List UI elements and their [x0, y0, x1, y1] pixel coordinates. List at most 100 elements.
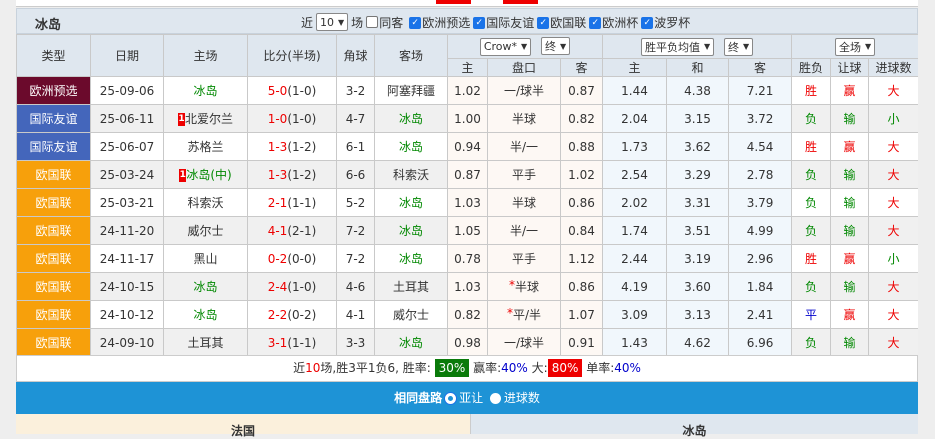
score[interactable]: 2-1(1-1) [247, 188, 337, 217]
corner: 6-6 [336, 160, 375, 189]
away-win-odds: 1.84 [728, 272, 793, 301]
score[interactable]: 3-1(1-1) [247, 328, 337, 357]
result-handicap: 输 [830, 188, 870, 217]
same-away-checkbox[interactable] [366, 16, 379, 28]
league-checkbox[interactable]: ✓ [473, 17, 486, 29]
result-wdl: 负 [791, 216, 832, 245]
home-team-name: 威尔士 [187, 224, 224, 238]
odd-label: 单率: [586, 361, 615, 375]
match-type[interactable]: 国际友谊 [16, 132, 91, 161]
result-handicap: 输 [830, 272, 870, 301]
match-date: 25-09-06 [90, 76, 164, 105]
match-type[interactable]: 欧国联 [16, 272, 91, 301]
match-type[interactable]: 欧国联 [16, 244, 91, 273]
away-team[interactable]: 冰岛 [374, 328, 448, 357]
home-team[interactable]: 1冰岛(中) [163, 160, 248, 189]
final-select-1[interactable]: 终 ▼ [541, 37, 571, 56]
match-type[interactable]: 欧国联 [16, 300, 91, 329]
draw-odds: 3.31 [666, 188, 730, 217]
radio-handicap[interactable] [445, 393, 457, 404]
away-team[interactable]: 土耳其 [374, 272, 448, 301]
chevron-down-icon: ▼ [521, 42, 528, 52]
count-select[interactable]: 10 ▼ [316, 13, 349, 31]
result-goals: 大 [868, 300, 920, 329]
ah-home-odds: 0.98 [447, 328, 488, 357]
radio-goals[interactable] [489, 393, 501, 404]
match-type[interactable]: 欧国联 [16, 216, 91, 245]
match-type[interactable]: 欧国联 [16, 160, 91, 189]
handicap-line: *平/半 [506, 306, 541, 323]
company-select[interactable]: Crow* ▼ [479, 37, 532, 56]
away-team[interactable]: 科索沃 [374, 160, 448, 189]
radio-handicap-label: 亚让 [459, 391, 484, 405]
score[interactable]: 1-0(1-0) [247, 104, 337, 133]
away-team[interactable]: 冰岛 [374, 216, 448, 245]
scope-value: 全场 [838, 40, 861, 54]
result-wdl: 胜 [791, 132, 832, 161]
home-win-odds: 2.54 [602, 160, 668, 189]
away-team[interactable]: 阿塞拜疆 [374, 76, 448, 105]
score[interactable]: 2-2(0-2) [247, 300, 337, 329]
handicap-line-cell: 一/球半 [487, 76, 561, 105]
away-team[interactable]: 冰岛 [374, 104, 448, 133]
home-team[interactable]: 黑山 [163, 244, 248, 273]
score[interactable]: 1-3(1-2) [247, 160, 337, 189]
ah-away-odds: 1.07 [559, 300, 604, 329]
red-card-badge: 1 [177, 113, 185, 126]
match-type[interactable]: 欧国联 [16, 188, 91, 217]
away-team[interactable]: 冰岛 [374, 244, 448, 273]
score[interactable]: 4-1(2-1) [247, 216, 337, 245]
league-checkbox[interactable]: ✓ [641, 17, 654, 29]
result-wdl: 负 [791, 104, 832, 133]
games-label: 场 [351, 15, 364, 30]
away-team[interactable]: 冰岛 [374, 188, 448, 217]
header-away: 客场 [374, 34, 448, 77]
league-checkbox[interactable]: ✓ [589, 17, 602, 29]
handicap-line-cell: 一/球半 [487, 328, 561, 357]
away-win-odds: 6.96 [728, 328, 793, 357]
table-row: 欧国联 24-09-10 土耳其 3-1(1-1) 3-3 冰岛 0.98 一/… [16, 328, 920, 357]
result-goals: 大 [868, 188, 920, 217]
home-team[interactable]: 1北爱尔兰 [163, 104, 248, 133]
corner: 6-1 [336, 132, 375, 161]
home-team-name: 土耳其 [187, 336, 224, 350]
league-checkbox[interactable]: ✓ [537, 17, 550, 29]
home-team[interactable]: 冰岛 [163, 76, 248, 105]
match-date: 24-11-17 [90, 244, 164, 273]
handicap-line: 一/球半 [503, 84, 545, 98]
score[interactable]: 1-3(1-2) [247, 132, 337, 161]
match-type[interactable]: 国际友谊 [16, 104, 91, 133]
corner: 4-1 [336, 300, 375, 329]
half-score: (1-0) [287, 111, 317, 126]
odds-type-select[interactable]: 胜平负均值 ▼ [640, 37, 715, 56]
ah-away-odds: 0.84 [559, 216, 604, 245]
left-team-header: 法国 [16, 414, 471, 438]
league-checkbox[interactable]: ✓ [409, 17, 422, 29]
home-win-odds: 1.74 [602, 216, 668, 245]
home-team[interactable]: 冰岛 [163, 272, 248, 301]
home-team[interactable]: 威尔士 [163, 216, 248, 245]
header-handicap: Crow* ▼ 终 ▼ [446, 34, 604, 59]
match-type[interactable]: 欧洲预选 [16, 76, 91, 105]
match-type[interactable]: 欧国联 [16, 328, 91, 357]
away-team[interactable]: 威尔士 [374, 300, 448, 329]
score[interactable]: 2-4(1-0) [247, 272, 337, 301]
final-select-2[interactable]: 终 ▼ [723, 37, 754, 56]
draw-odds: 4.62 [666, 328, 730, 357]
draw-odds: 3.60 [666, 272, 730, 301]
score[interactable]: 0-2(0-0) [247, 244, 337, 273]
home-team[interactable]: 科索沃 [163, 188, 248, 217]
big-label: 大: [531, 361, 548, 375]
right-team-header: 冰岛 [471, 414, 918, 438]
scope-select[interactable]: 全场 ▼ [834, 37, 876, 56]
ah-away-odds: 1.02 [559, 160, 604, 189]
full-score: 1-0 [267, 111, 288, 126]
score[interactable]: 5-0(1-0) [247, 76, 337, 105]
match-date: 25-03-21 [90, 188, 164, 217]
away-team[interactable]: 冰岛 [374, 132, 448, 161]
home-team[interactable]: 土耳其 [163, 328, 248, 357]
header-date: 日期 [90, 34, 164, 77]
home-team[interactable]: 冰岛 [163, 300, 248, 329]
subheader: 胜负 [791, 58, 832, 77]
home-team[interactable]: 苏格兰 [163, 132, 248, 161]
